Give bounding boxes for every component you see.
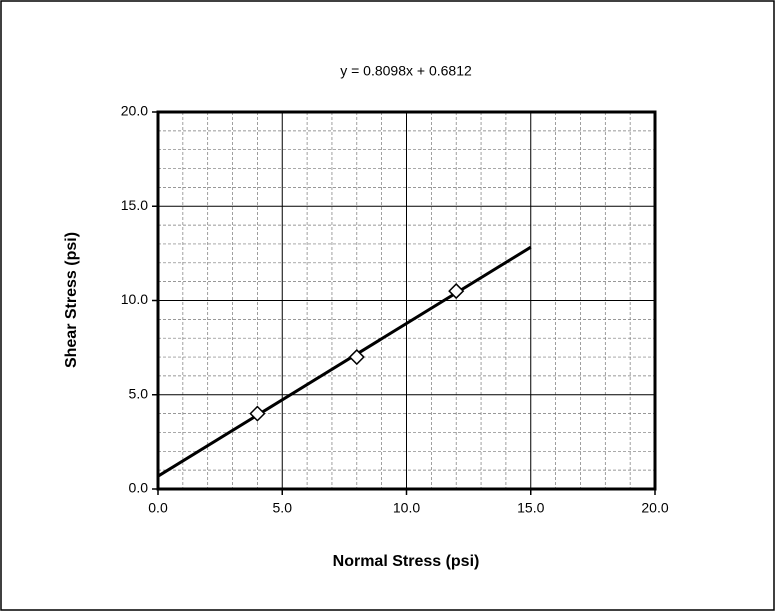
x-tick-label: 0.0 — [148, 500, 168, 516]
x-tick-label: 15.0 — [517, 500, 544, 516]
data-point — [348, 348, 365, 366]
y-tick-label: 20.0 — [121, 103, 148, 119]
y-tick-label: 5.0 — [129, 385, 149, 401]
y-axis-title: Shear Stress (psi) — [63, 232, 80, 368]
data-point — [448, 283, 465, 300]
y-tick-label: 0.0 — [129, 480, 149, 496]
y-tick-label: 15.0 — [121, 197, 148, 213]
x-tick-label: 20.0 — [641, 500, 668, 516]
x-axis-title: Normal Stress (psi) — [333, 553, 480, 570]
x-tick-label: 10.0 — [393, 500, 420, 516]
y-tick-label: 10.0 — [121, 291, 148, 307]
equation-label: y = 0.8098x + 0.6812 — [340, 63, 472, 79]
trendline — [157, 245, 532, 478]
data-point — [249, 405, 266, 422]
plot-border — [156, 110, 657, 491]
x-tick-label: 5.0 — [273, 500, 293, 516]
